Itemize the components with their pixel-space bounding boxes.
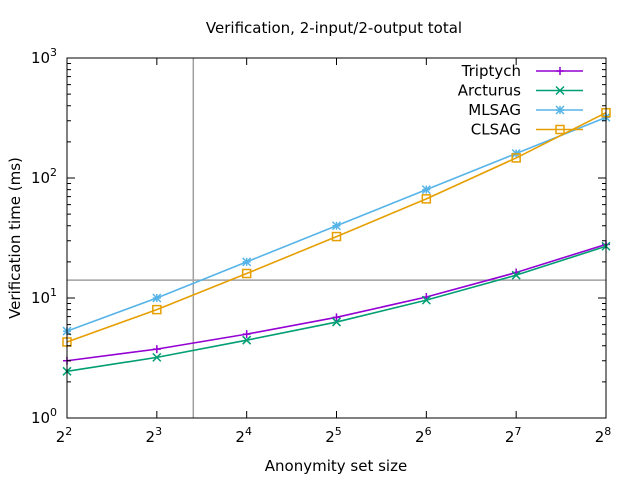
data-point-clsag [152,304,162,315]
data-point-clsag [331,231,342,242]
marker-plus [152,345,161,354]
marker-star [555,105,565,115]
reference-lines [67,58,606,418]
legend-item-triptych: Triptych [461,62,583,80]
legend-label-arcturus: Arcturus [458,82,521,100]
data-point-clsag [511,153,521,163]
legend-item-arcturus: Arcturus [458,82,583,100]
x-tick-exponent: 2 [65,425,72,438]
data-point-arcturus [511,270,521,280]
x-tick-label: 23 [146,425,163,446]
legend-item-mlsag: MLSAG [468,101,583,119]
marker-star [331,221,342,231]
data-point-arcturus [242,335,252,345]
plot-frame [66,57,607,419]
data-point-triptych [332,313,341,322]
data-point-arcturus [421,295,431,305]
x-tick-label: 25 [325,425,342,446]
y-tick-label: 100 [31,406,57,427]
marker-square [152,304,162,315]
series-mlsag [62,112,611,336]
data-point-mlsag [242,257,252,267]
x-tick-exponent: 5 [335,425,342,438]
data-point-triptych [242,330,251,339]
legend-marker-mlsag [555,105,565,115]
y-axis-label: Verification time (ms) [6,157,24,319]
y-tick-exponent: 1 [50,286,57,299]
y-tick-label: 103 [31,46,57,67]
y-tick-exponent: 0 [50,406,57,419]
marker-cross [152,352,162,362]
series-line-triptych [66,243,607,362]
marker-square [331,231,342,242]
marker-square [421,194,432,204]
x-tick-label: 22 [56,425,73,446]
data-point-mlsag [152,293,162,303]
y-tick-exponent: 3 [50,46,57,59]
marker-star [152,293,162,303]
data-point-mlsag [421,185,431,195]
marker-plus [242,330,251,339]
marker-star [242,257,252,267]
data-point-clsag [241,268,252,279]
marker-plus [332,313,341,322]
y-tick-label: 101 [31,286,57,307]
marker-cross [331,317,342,327]
marker-cross [242,335,252,345]
marker-cross [555,85,565,96]
series-layer [62,107,611,376]
x-tick-label: 26 [415,425,432,446]
x-tick-label: 28 [595,425,612,446]
marker-square [555,124,565,135]
legend-label-mlsag: MLSAG [468,101,521,119]
legend-label-triptych: Triptych [461,62,521,80]
marker-cross [421,295,431,305]
x-tick-exponent: 4 [245,425,252,438]
legend-marker-triptych [556,67,564,75]
legend-marker-clsag [555,124,565,135]
series-line-clsag [66,111,607,343]
series-arcturus [62,241,611,376]
x-tick-exponent: 8 [604,425,611,438]
x-tick-exponent: 7 [514,425,521,438]
chart-title: Verification, 2-input/2-output total [206,19,462,37]
series-line-arcturus [66,245,607,373]
y-tick-label: 102 [31,166,57,187]
data-point-arcturus [331,317,342,327]
x-tick-exponent: 3 [155,425,162,438]
data-point-mlsag [331,221,342,231]
marker-square [241,268,252,279]
legend-label-clsag: CLSAG [471,121,521,139]
marker-cross [511,270,521,280]
marker-plus [556,67,564,75]
data-point-clsag [421,194,432,204]
x-axis-label: Anonymity set size [265,457,407,475]
marker-square [511,153,521,163]
y-tick-exponent: 2 [50,166,57,179]
x-tick-label: 24 [235,425,252,446]
data-point-arcturus [152,352,162,362]
x-tick-exponent: 6 [425,425,432,438]
x-axis-ticks: 22 23 24 25 26 27 28 [56,58,612,446]
legend-marker-arcturus [555,85,565,96]
x-tick-label: 27 [505,425,522,446]
marker-star [421,185,431,195]
data-point-triptych [152,345,161,354]
legend-item-clsag: CLSAG [471,121,583,139]
